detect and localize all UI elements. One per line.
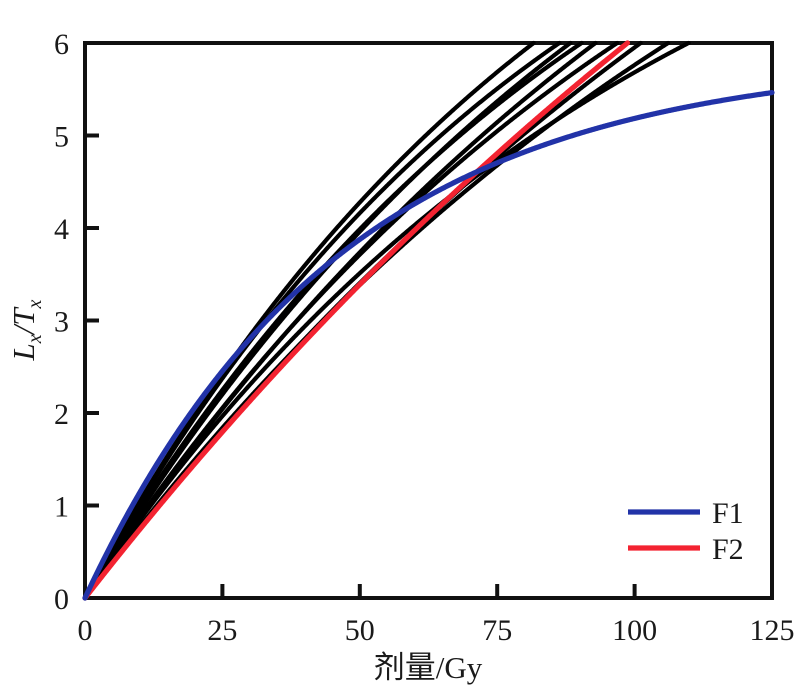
y-tick-label-5: 5 [54, 121, 69, 154]
legend-label-f2: F2 [712, 533, 744, 566]
x-axis-tick-labels: 0 25 50 75 100 125 [78, 614, 795, 647]
y-tick-label-4: 4 [54, 213, 69, 246]
y-tick-label-0: 0 [54, 583, 69, 616]
x-tick-label-0: 0 [78, 614, 93, 647]
y-tick-label-6: 6 [54, 28, 69, 61]
x-tick-label-25: 25 [207, 614, 237, 647]
curve-aliquot-5 [82, 40, 620, 601]
x-tick-label-50: 50 [345, 614, 375, 647]
curve-aliquot-6 [82, 40, 598, 601]
curve-f2 [82, 40, 631, 601]
legend-label-f1: F1 [712, 497, 744, 530]
curve-series-group [82, 40, 775, 601]
x-axis-ticks [83, 584, 774, 598]
y-axis-title-sub-x2: x [24, 299, 46, 309]
curve-f1 [82, 90, 775, 601]
x-tick-label-125: 125 [750, 614, 795, 647]
y-axis-title-slash-T: /T [6, 306, 41, 337]
curve-aliquot-2 [82, 40, 562, 601]
y-axis-title-L: L [6, 343, 41, 361]
y-axis-tick-labels: 0 1 2 3 4 5 6 [54, 28, 69, 616]
y-tick-label-1: 1 [54, 491, 69, 524]
curve-aliquot-9 [82, 40, 691, 601]
y-tick-label-2: 2 [54, 398, 69, 431]
x-tick-label-75: 75 [482, 614, 512, 647]
svg-text:Lx/Tx: Lx/Tx [6, 299, 46, 361]
x-axis-title: 剂量/Gy [374, 650, 483, 685]
plot-frame [83, 41, 774, 600]
curve-aliquot-7 [82, 40, 671, 601]
y-tick-label-3: 3 [54, 306, 69, 339]
y-axis-ticks [85, 41, 99, 600]
curve-aliquot-8 [82, 40, 643, 601]
y-axis-title: Lx/Tx [6, 299, 46, 361]
curve-aliquot-3 [82, 40, 584, 601]
y-axis-title-sub-x1: x [24, 334, 46, 344]
x-tick-label-100: 100 [612, 614, 657, 647]
